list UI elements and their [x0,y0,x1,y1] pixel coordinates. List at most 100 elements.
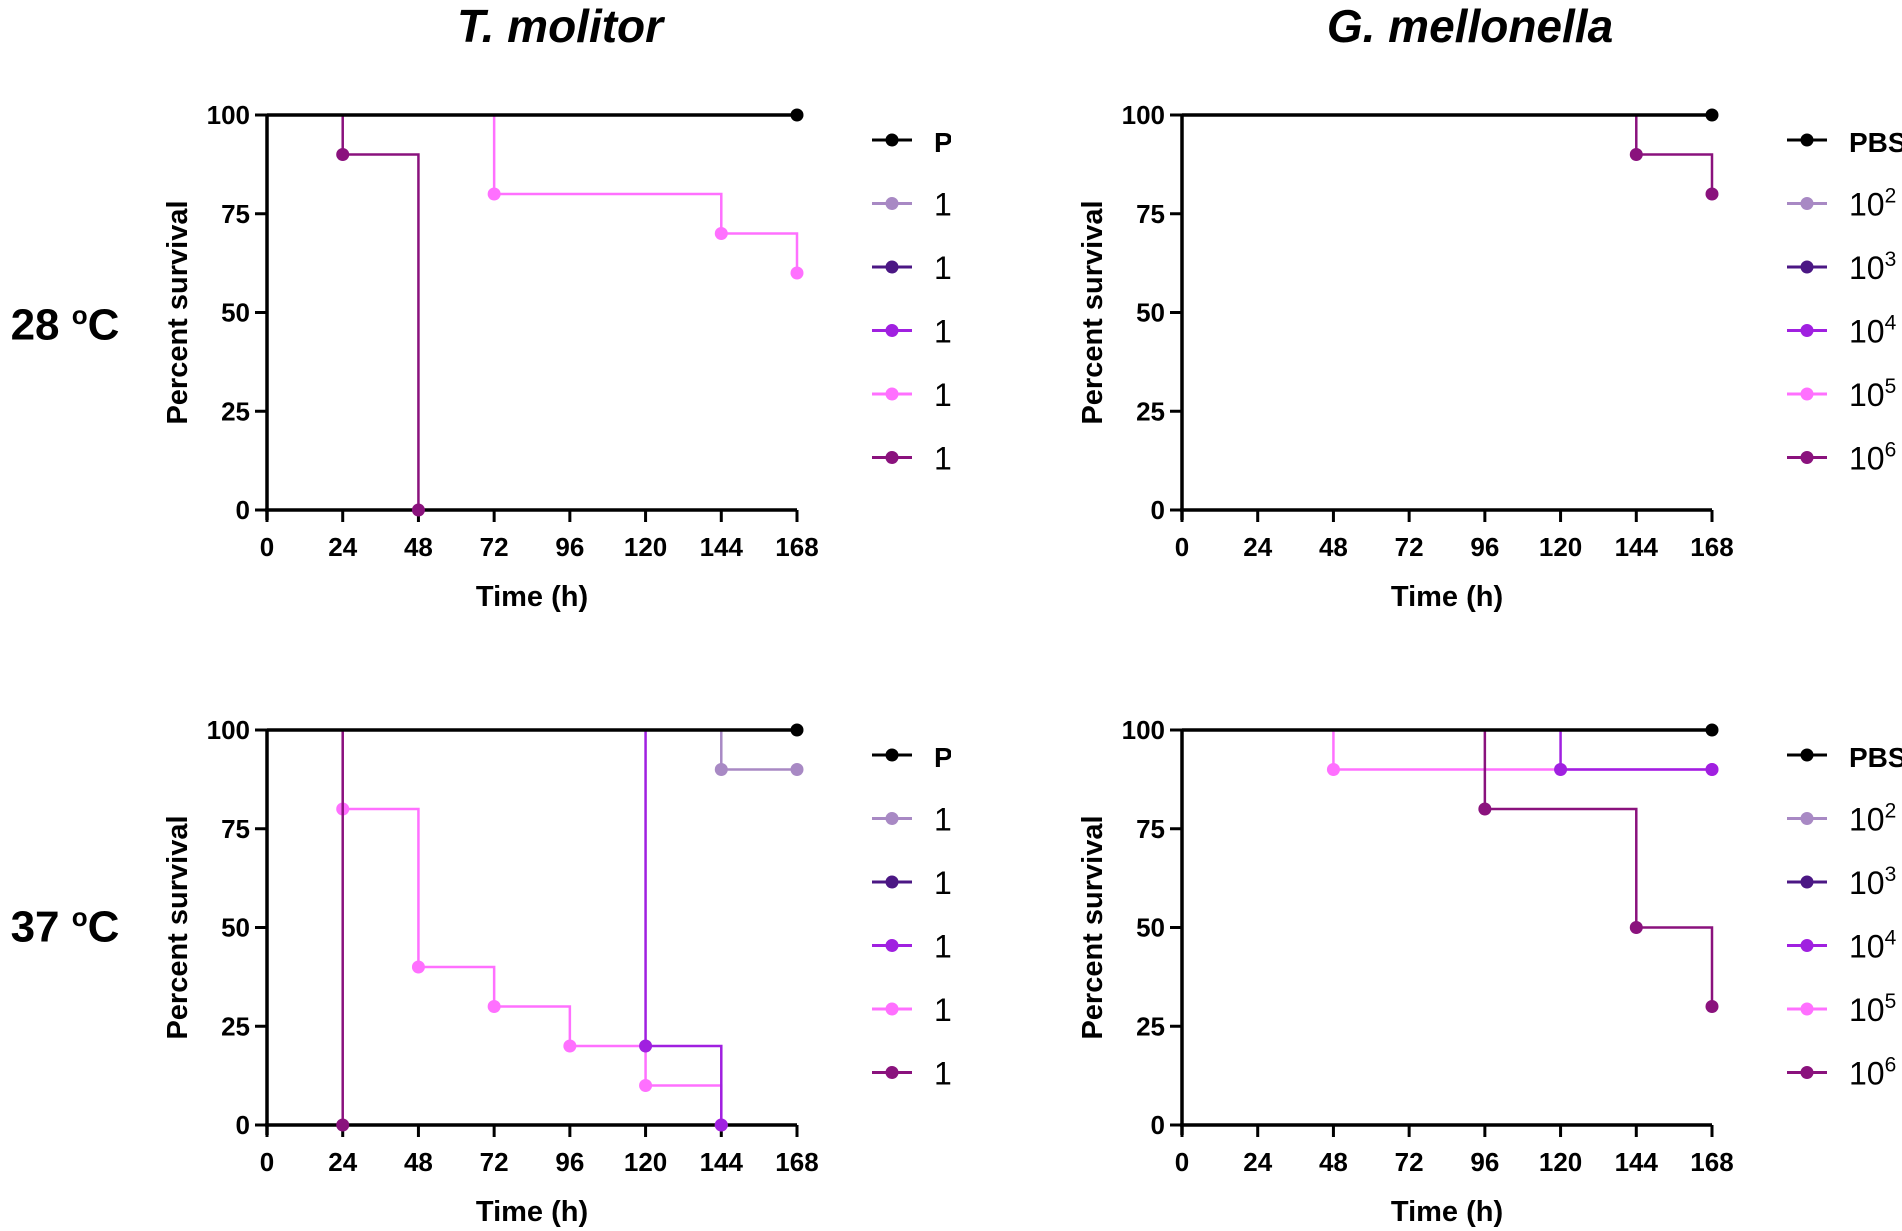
row-label-28c-unit: C [87,300,120,350]
y-tick-label: 75 [221,814,250,844]
row-label-37c-degree: o [71,902,88,932]
legend-label-105: 105 [1849,375,1896,413]
x-tick-label: 48 [404,532,433,562]
x-tick-label: 24 [1243,532,1272,562]
legend-swatch-marker [1800,812,1814,825]
series-line-104 [267,728,723,1125]
legend-label-106: 106 [1849,439,1896,477]
row-label-37c-base: 37 [10,902,72,952]
series-line-105 [267,728,723,1125]
survival-chart-gmellonella-37c: 0 25 50 75 100 0 24 48 72 96 120 144 168 Time (h) Perc… [1077,715,1902,1228]
legend-swatch-marker [885,939,899,952]
x-tick-label: 144 [700,1147,744,1177]
legend-label-106: 106 [934,439,951,477]
y-tick-label: 50 [221,913,250,943]
y-tick-label: 0 [1151,495,1165,525]
x-tick-label: 144 [700,532,744,562]
x-tick-label: 48 [404,1147,433,1177]
y-tick-label: 0 [236,1110,250,1140]
y-tick-label: 100 [1122,715,1165,745]
y-axis-label: Percent survival [162,815,194,1039]
legend-label-105: 105 [1849,990,1896,1028]
data-point-102 [790,763,804,776]
y-axis-label: Percent survival [1077,815,1109,1039]
x-tick-label: 0 [260,532,274,562]
series-line-106 [267,113,420,510]
survival-chart-tmolitor-37c: 0 25 50 75 100 0 24 48 72 96 120 144 168 Time (h) Perc… [162,715,951,1228]
x-tick-label: 168 [1690,1147,1733,1177]
legend-label-102: 102 [934,800,951,838]
y-tick-label: 100 [207,715,250,745]
data-point-105 [639,1079,653,1092]
row-label-37c-unit: C [87,902,120,952]
data-point-106 [1705,1000,1719,1013]
data-point-pbs [1705,108,1719,122]
legend-swatch-marker [1800,1002,1814,1016]
x-tick-label: 24 [1243,1147,1272,1177]
x-tick-label: 120 [1539,1147,1582,1177]
row-label-28c: 28 oC [0,290,130,351]
legend-swatch-marker [1800,197,1814,210]
data-point-105 [1326,763,1340,776]
x-tick-label: 120 [624,532,667,562]
row-label-37c: 37 oC [0,892,130,953]
legend-swatch-marker [885,133,899,147]
x-tick-label: 144 [1615,532,1659,562]
legend-swatch-marker [1800,451,1814,464]
column-title-left: T. molitor [456,0,664,52]
data-point-105 [714,227,728,240]
data-point-105 [487,187,501,201]
x-tick-label: 0 [260,1147,274,1177]
legend-label-103: 103 [934,863,951,901]
data-point-106 [411,503,425,517]
data-point-106 [336,148,350,161]
y-tick-label: 0 [236,495,250,525]
legend-label-105: 105 [934,990,951,1028]
legend-label-pbs: PBS [1849,127,1902,158]
series-line-102 [267,728,797,771]
legend-swatch-marker [885,260,899,274]
legend-label-105: 105 [934,375,951,413]
y-tick-label: 25 [1136,1011,1165,1041]
x-tick-label: 120 [624,1147,667,1177]
x-axis-label: Time (h) [1391,581,1503,613]
y-tick-label: 25 [1136,396,1165,426]
y-tick-label: 50 [1136,298,1165,328]
legend-label-pbs: PBS [934,127,951,158]
series-line-104 [1182,728,1712,771]
data-point-106 [1705,187,1719,201]
x-tick-label: 72 [1395,532,1424,562]
legend-swatch-marker [1800,1066,1814,1079]
legend-swatch-marker [885,451,899,464]
legend-label-pbs: PBS [934,742,951,773]
x-tick-label: 0 [1175,1147,1189,1177]
x-tick-label: 48 [1319,532,1348,562]
y-tick-label: 25 [221,396,250,426]
legend-label-102: 102 [1849,800,1896,838]
x-tick-label: 72 [480,1147,509,1177]
legend-swatch-marker [1800,133,1814,147]
x-tick-label: 96 [1470,1147,1499,1177]
x-tick-label: 96 [555,532,584,562]
x-axis-label: Time (h) [1391,1196,1503,1228]
x-tick-label: 72 [1395,1147,1424,1177]
data-point-105 [563,1039,577,1053]
legend-label-103: 103 [1849,863,1896,901]
data-point-104 [639,1039,653,1053]
legend-swatch-marker [1800,939,1814,952]
data-point-104 [1705,763,1719,776]
series-line-106 [267,728,344,1125]
legend-label-106: 106 [934,1054,951,1092]
legend-swatch-marker [885,812,899,825]
y-tick-label: 75 [221,199,250,229]
data-point-102 [714,763,728,776]
y-tick-label: 75 [1136,199,1165,229]
data-point-105 [411,960,425,974]
legend-swatch-marker [885,1066,899,1079]
legend-label-104: 104 [934,927,951,965]
series-line-105 [1182,728,1712,771]
data-point-105 [790,266,804,280]
legend-label-104: 104 [934,312,951,350]
x-axis-label: Time (h) [476,1196,588,1228]
x-tick-label: 168 [775,532,818,562]
